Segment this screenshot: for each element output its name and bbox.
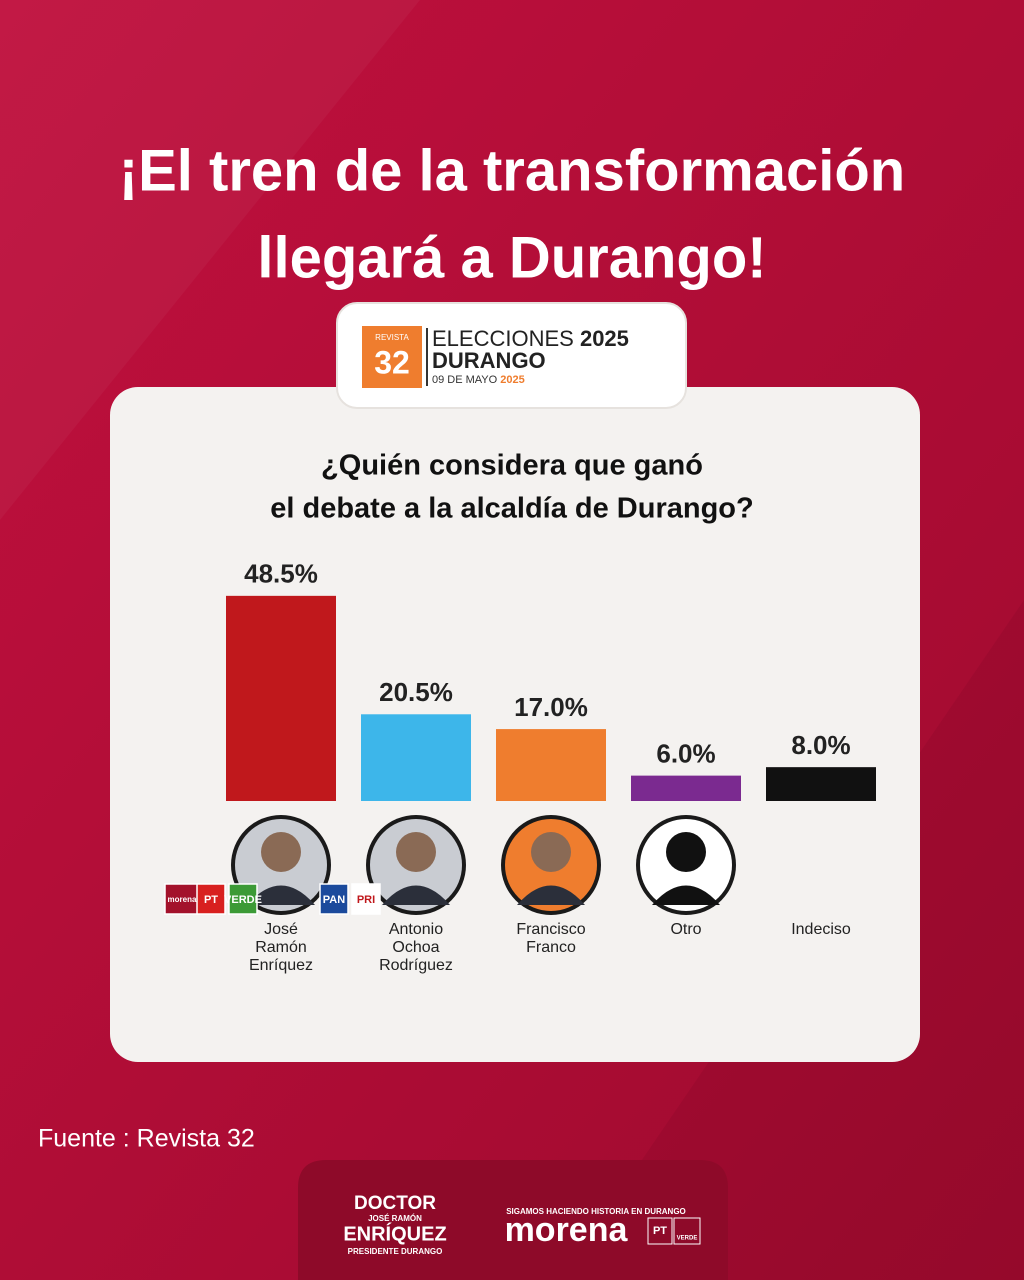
party-logo	[351, 883, 381, 915]
category-label: Otro	[670, 921, 701, 938]
badge-box	[336, 302, 687, 409]
badge-line2: DURANGO	[432, 348, 546, 373]
photo-body	[517, 885, 585, 905]
footer-role: PRESIDENTE DURANGO	[348, 1247, 443, 1256]
footer-name: JOSÉ RAMÓN	[368, 1214, 422, 1223]
bar	[361, 714, 471, 801]
category-label: Ochoa	[392, 939, 439, 956]
party-logo	[319, 883, 349, 915]
value-label: 8.0%	[791, 730, 850, 760]
footer-panel	[298, 1160, 728, 1280]
bar	[631, 775, 741, 801]
badge-date: 09 DE MAYO 2025	[432, 374, 525, 386]
value-label: 17.0%	[514, 692, 588, 722]
chart-title: ¿Quién considera que ganó	[321, 450, 703, 482]
photo-head	[666, 832, 706, 872]
value-label: 20.5%	[379, 677, 453, 707]
footer-verde-box	[673, 1217, 701, 1245]
badge-number: 32	[374, 344, 410, 380]
party-logo	[196, 883, 226, 915]
party-logo-text: PAN	[323, 894, 345, 906]
footer-pt: PT	[653, 1225, 667, 1237]
badge: REVISTA 32 ELECCIONES 2025 DURANGO 09 DE…	[336, 302, 687, 409]
footer-party: morena	[505, 1211, 629, 1249]
category-label: Antonio	[389, 921, 443, 938]
bar	[496, 729, 606, 801]
photo-body	[247, 885, 315, 905]
badge-brand: REVISTA	[375, 333, 409, 342]
footer-slogan: SIGAMOS HACIENDO HISTORIA EN DURANGO	[506, 1207, 686, 1216]
value-label: 48.5%	[244, 559, 318, 589]
photo-head	[531, 832, 571, 872]
party-logo-text: PRI	[357, 894, 375, 906]
bar	[226, 595, 336, 801]
footer-surname: ENRÍQUEZ	[343, 1222, 446, 1245]
category-label: Franco	[526, 939, 576, 956]
photo-body	[382, 885, 450, 905]
category-label: Indeciso	[791, 921, 851, 938]
chart-title: el debate a la alcaldía de Durango?	[270, 493, 753, 525]
badge-logo	[362, 326, 422, 388]
badge-line1: ELECCIONES 2025	[432, 326, 629, 351]
photo-head	[396, 832, 436, 872]
footer-doctor: DOCTOR	[354, 1193, 436, 1214]
title-line: ¡El tren de la transformación	[119, 138, 905, 203]
photo-body	[652, 885, 720, 905]
title-line: llegará a Durango!	[257, 225, 766, 290]
party-logo	[228, 883, 258, 915]
footer: DOCTOR JOSÉ RAMÓN ENRÍQUEZ PRESIDENTE DU…	[298, 1160, 728, 1280]
footer-pt-box	[647, 1217, 673, 1245]
category-label: José	[264, 921, 298, 938]
photo-head	[261, 832, 301, 872]
party-logo-text: PT	[204, 894, 218, 906]
party-logo-text: VERDE	[224, 894, 262, 906]
category-label: Francisco	[516, 921, 585, 938]
party-logo-text: morena	[168, 895, 197, 904]
category-label: Rodríguez	[379, 957, 453, 974]
bg-stripe	[0, 0, 420, 520]
footer-verde: VERDE	[677, 1236, 698, 1242]
bar	[766, 767, 876, 801]
value-label: 6.0%	[656, 738, 715, 768]
source: Fuente : Revista 32	[38, 1125, 255, 1153]
category-label: Ramón	[255, 939, 307, 956]
category-label: Enríquez	[249, 957, 313, 974]
